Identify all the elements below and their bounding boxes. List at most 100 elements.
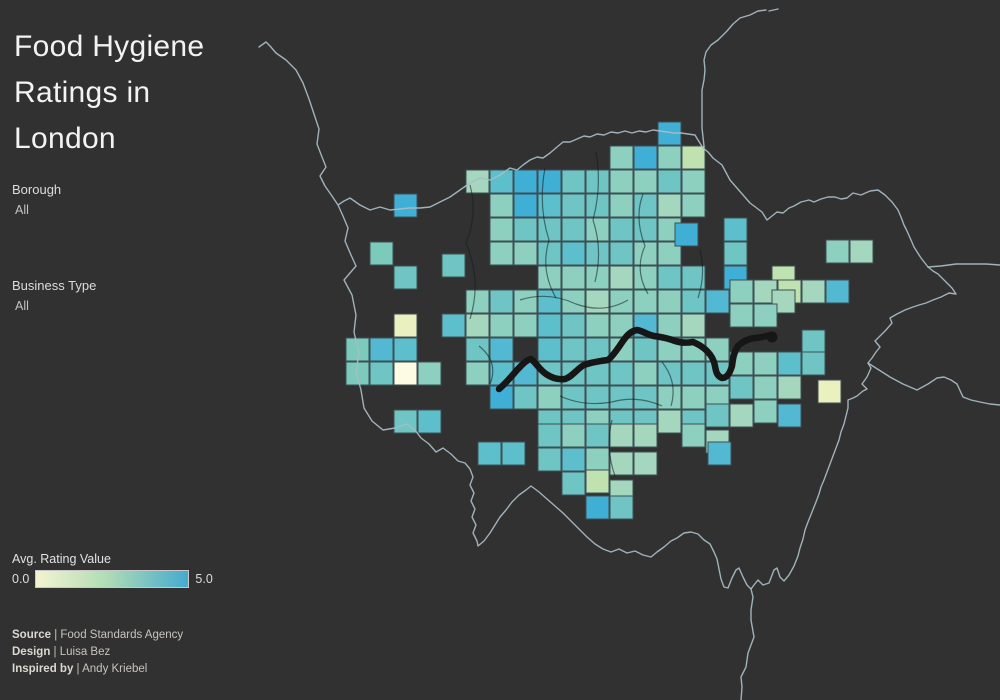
map-tile[interactable] (393, 313, 418, 338)
map-tile[interactable] (585, 423, 610, 448)
map-tile[interactable] (674, 222, 699, 247)
map-tile[interactable] (681, 289, 706, 314)
map-tile[interactable] (609, 169, 634, 194)
map-tile[interactable] (633, 193, 658, 218)
map-tile[interactable] (585, 385, 610, 410)
map-tile[interactable] (705, 289, 730, 314)
map-tile[interactable] (633, 169, 658, 194)
map-tile[interactable] (513, 289, 538, 314)
map-tile[interactable] (561, 265, 586, 290)
map-tile[interactable] (771, 289, 796, 314)
borough-filter-value[interactable]: All (15, 203, 29, 217)
map-tile[interactable] (753, 351, 778, 376)
map-tile[interactable] (681, 361, 706, 386)
map-tile[interactable] (609, 193, 634, 218)
map-tile[interactable] (501, 441, 526, 466)
map-tile[interactable] (657, 193, 682, 218)
map-tile[interactable] (513, 193, 538, 218)
map-tile[interactable] (537, 217, 562, 242)
map-tile[interactable] (537, 447, 562, 472)
map-tile[interactable] (561, 471, 586, 496)
map-tile[interactable] (777, 403, 802, 428)
map-tile[interactable] (633, 145, 658, 170)
map-tile[interactable] (513, 385, 538, 410)
map-tile[interactable] (633, 241, 658, 266)
map-tile[interactable] (729, 279, 754, 304)
map-tile[interactable] (609, 145, 634, 170)
map-tile[interactable] (633, 217, 658, 242)
map-tile[interactable] (681, 423, 706, 448)
map-tile[interactable] (681, 385, 706, 410)
map-tile[interactable] (585, 289, 610, 314)
map-tile[interactable] (465, 361, 490, 386)
map-tile[interactable] (657, 289, 682, 314)
map-tile[interactable] (537, 241, 562, 266)
map-tile[interactable] (753, 399, 778, 424)
map-tile[interactable] (537, 423, 562, 448)
map-tile[interactable] (681, 193, 706, 218)
map-tile[interactable] (393, 337, 418, 362)
map-tile[interactable] (609, 361, 634, 386)
map-tile[interactable] (537, 337, 562, 362)
map-tile[interactable] (585, 495, 610, 520)
map-tile[interactable] (489, 241, 514, 266)
business-type-filter-value[interactable]: All (15, 299, 29, 313)
map-tile[interactable] (561, 313, 586, 338)
map-tile[interactable] (561, 169, 586, 194)
map-tile[interactable] (657, 409, 682, 434)
map-tile[interactable] (465, 313, 490, 338)
map-tile[interactable] (609, 265, 634, 290)
map-tile[interactable] (537, 385, 562, 410)
map-tile[interactable] (537, 265, 562, 290)
map-tile[interactable] (633, 385, 658, 410)
map-tile[interactable] (657, 241, 682, 266)
map-tile[interactable] (657, 265, 682, 290)
map-tile[interactable] (681, 265, 706, 290)
map-tile[interactable] (609, 241, 634, 266)
map-tile[interactable] (681, 145, 706, 170)
map-tile[interactable] (561, 337, 586, 362)
map-tile[interactable] (393, 361, 418, 386)
map-tile[interactable] (657, 385, 682, 410)
map-tile[interactable] (633, 337, 658, 362)
map-tile[interactable] (561, 423, 586, 448)
map-tile[interactable] (633, 451, 658, 476)
map-tile[interactable] (753, 303, 778, 328)
map-tile[interactable] (801, 279, 826, 304)
map-tile[interactable] (441, 253, 466, 278)
map-tile[interactable] (369, 337, 394, 362)
map-tile[interactable] (489, 217, 514, 242)
map-tile[interactable] (513, 241, 538, 266)
map-tile[interactable] (609, 495, 634, 520)
map-tile[interactable] (369, 241, 394, 266)
map-tile[interactable] (585, 241, 610, 266)
map-tile[interactable] (657, 145, 682, 170)
map-tile[interactable] (777, 351, 802, 376)
map-tile[interactable] (513, 313, 538, 338)
map-tile[interactable] (465, 169, 490, 194)
map-tile[interactable] (561, 289, 586, 314)
map-tile[interactable] (609, 451, 634, 476)
map-tile[interactable] (393, 265, 418, 290)
map-tile[interactable] (707, 441, 732, 466)
map-tile[interactable] (657, 169, 682, 194)
map-tile[interactable] (825, 239, 850, 264)
map-tile[interactable] (633, 423, 658, 448)
map-tile[interactable] (513, 217, 538, 242)
map-tile[interactable] (609, 423, 634, 448)
map-tile[interactable] (561, 385, 586, 410)
map-tile[interactable] (561, 217, 586, 242)
map-tile[interactable] (723, 241, 748, 266)
map-tile[interactable] (465, 337, 490, 362)
map-tile[interactable] (537, 313, 562, 338)
map-tile[interactable] (585, 313, 610, 338)
map-tile[interactable] (681, 169, 706, 194)
map-tile[interactable] (537, 169, 562, 194)
map-tile[interactable] (441, 313, 466, 338)
map-tile[interactable] (489, 169, 514, 194)
map-tile[interactable] (417, 409, 442, 434)
map-tile[interactable] (729, 303, 754, 328)
map-tile[interactable] (489, 337, 514, 362)
map-tile[interactable] (489, 193, 514, 218)
map-tile[interactable] (777, 375, 802, 400)
